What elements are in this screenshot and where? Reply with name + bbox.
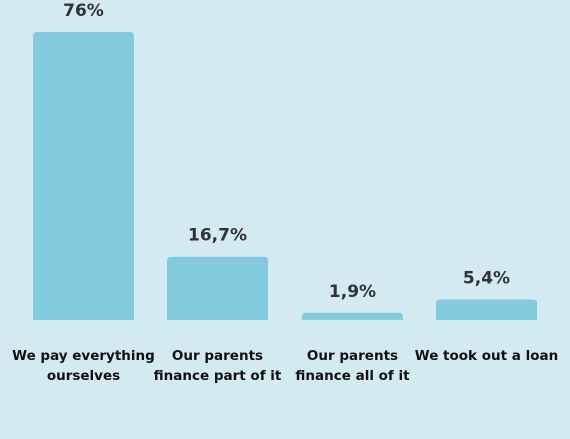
category-labels-group: We pay everything ourselves Our parents fin… bbox=[12, 348, 558, 384]
category-label-1-line-0: Our parents bbox=[172, 348, 263, 364]
value-label-1: 16,7% bbox=[188, 226, 247, 246]
category-label-2-line-1: finance all of it bbox=[295, 368, 410, 384]
category-label-2-line-0: Our parents bbox=[307, 348, 398, 364]
value-labels-group: 76% 16,7% 1,9% 5,4% bbox=[63, 1, 510, 302]
bar-1 bbox=[167, 256, 268, 320]
value-label-3: 5,4% bbox=[463, 269, 510, 289]
category-label-3-line-0: We took out a loan bbox=[415, 348, 558, 364]
bar-2 bbox=[302, 312, 403, 320]
bars-group bbox=[33, 32, 537, 320]
value-label-0: 76% bbox=[63, 1, 104, 21]
value-label-2: 1,9% bbox=[329, 282, 376, 302]
category-label-1-line-1: finance part of it bbox=[154, 368, 282, 384]
category-label-0-line-0: We pay everything bbox=[12, 348, 155, 364]
category-label-0-line-1: ourselves bbox=[47, 368, 120, 384]
bar-0 bbox=[33, 32, 134, 320]
bar-3 bbox=[436, 299, 537, 320]
